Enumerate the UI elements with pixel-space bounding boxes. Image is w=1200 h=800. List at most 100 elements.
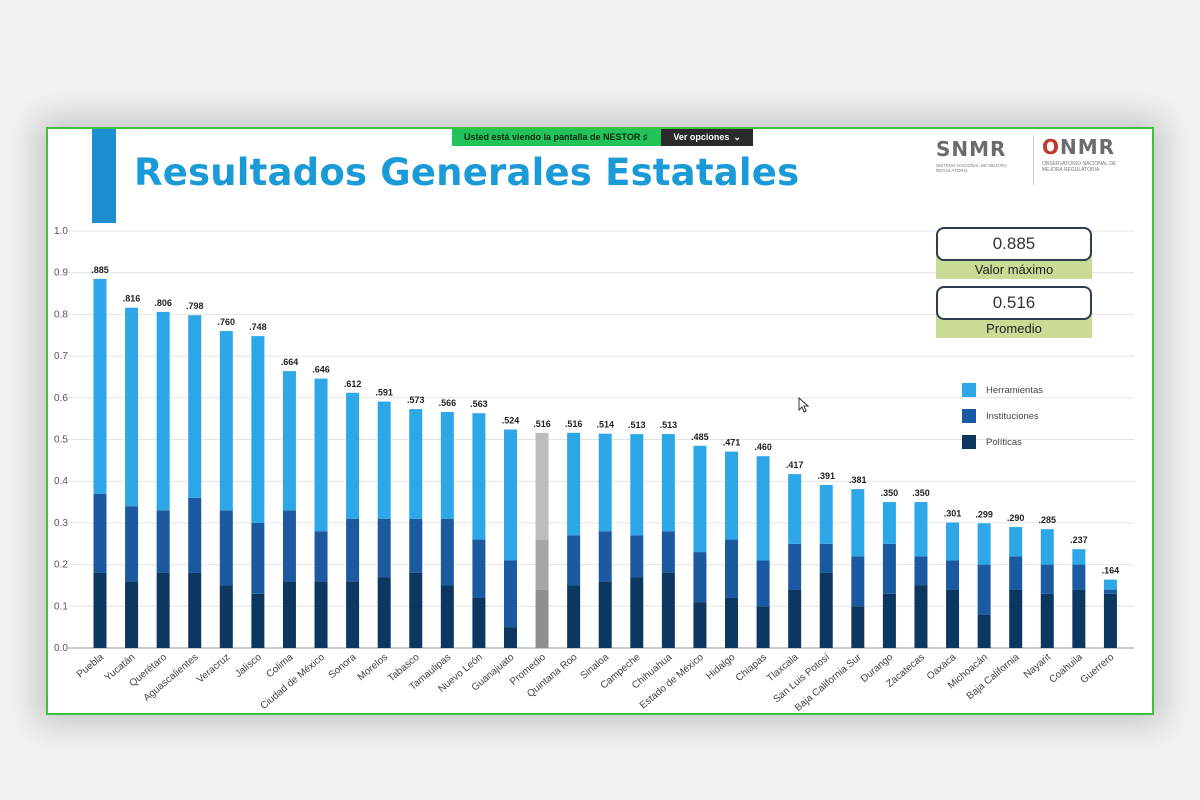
onmr-logo-subtitle: OBSERVATORIO NACIONAL DE MEJORA REGULATO…: [1042, 161, 1117, 173]
max-value: 0.885: [936, 227, 1092, 261]
presentation-slide: 0.0 0.1 0.2 0.3 0.4 0.5 0.6 0.7 0.8 0.9 1.0 .885 Pue…: [46, 127, 1154, 715]
y-tick-label: 0.4: [54, 476, 68, 487]
bar-segment-politicas: [1103, 593, 1117, 648]
screen-share-text: Usted está viendo la pantalla de NESTOR …: [452, 129, 662, 146]
bar-segment-politicas: [282, 581, 296, 648]
bar-segment-herramientas: [598, 433, 612, 532]
bar-segment-politicas: [693, 602, 707, 648]
view-options-button[interactable]: Ver opciones ⌄: [661, 129, 753, 146]
y-tick-label: 0.5: [54, 435, 68, 446]
average-card: 0.516 Promedio: [936, 286, 1092, 338]
view-options-label: Ver opciones: [673, 132, 730, 142]
bar-total-label: .460: [754, 442, 772, 452]
bar-segment-instituciones: [725, 539, 739, 598]
bar-segment-politicas: [1040, 593, 1054, 648]
bar-segment-instituciones: [598, 531, 612, 582]
x-tick-label: Coahuila: [1047, 652, 1085, 686]
title-accent-bar: [92, 129, 116, 223]
bar-segment-politicas: [630, 577, 644, 648]
bar-total-label: .566: [439, 398, 457, 408]
bar-segment-instituciones: [409, 518, 423, 573]
bar-segment-instituciones: [282, 510, 296, 582]
bar-segment-instituciones: [1103, 589, 1117, 594]
bar-total-label: .381: [849, 475, 867, 485]
bar-segment-herramientas: [440, 411, 454, 519]
bar-segment-politicas: [914, 585, 928, 648]
x-tick-label: Sonora: [327, 652, 359, 681]
bar-total-label: .350: [881, 488, 899, 498]
bar-segment-instituciones: [156, 510, 170, 573]
bar-segment-instituciones: [219, 510, 233, 586]
bar-segment-herramientas: [282, 371, 296, 511]
bar-segment-instituciones: [630, 535, 644, 578]
bar-segment-herramientas: [346, 392, 360, 519]
x-tick-label: Veracruz: [195, 652, 232, 686]
bar-total-label: .285: [1039, 515, 1057, 525]
bar-total-label: .816: [123, 294, 141, 304]
bar-segment-herramientas: [251, 336, 265, 523]
y-tick-label: 1.0: [54, 226, 68, 237]
bar-segment-politicas: [409, 572, 423, 648]
chevron-down-icon: ⌄: [733, 132, 741, 142]
x-tick-label: Aguascalientes: [142, 652, 201, 704]
bar-segment-herramientas: [377, 401, 391, 519]
bar-total-label: .806: [154, 298, 172, 308]
bar-segment-instituciones: [472, 539, 486, 598]
bar-total-label: .471: [723, 438, 741, 448]
bar-segment-instituciones: [977, 564, 991, 615]
x-tick-label: Guerrero: [1079, 652, 1117, 686]
snmr-logo-subtitle: SISTEMA NACIONAL DE MEJORA REGULATORIA: [936, 163, 1007, 173]
bar-segment-politicas: [125, 581, 139, 648]
bar-segment-herramientas: [472, 413, 486, 540]
bar-total-label: .760: [218, 317, 236, 327]
bar-segment-herramientas: [409, 409, 423, 519]
bar-total-label: .612: [344, 379, 362, 389]
bar-total-label: .299: [975, 509, 993, 519]
y-tick-label: 0.7: [54, 351, 68, 362]
bar-segment-politicas: [503, 627, 517, 648]
legend-swatch: [962, 435, 976, 449]
y-tick-label: 0.0: [54, 643, 68, 654]
bar-total-label: .563: [470, 399, 488, 409]
bar-segment-politicas: [788, 589, 802, 648]
legend-swatch: [962, 383, 976, 397]
bar-segment-politicas: [1009, 589, 1023, 648]
x-tick-label: Morelos: [356, 652, 390, 683]
bar-segment-instituciones: [567, 535, 581, 586]
bar-segment-politicas: [946, 589, 960, 648]
bar-total-label: .646: [312, 365, 330, 375]
bar-total-label: .237: [1070, 535, 1088, 545]
bar-segment-herramientas: [156, 311, 170, 511]
bar-segment-instituciones: [661, 531, 675, 573]
bar-total-label: .290: [1007, 513, 1025, 523]
bar-total-label: .350: [912, 488, 930, 498]
bar-segment-instituciones: [1009, 556, 1023, 590]
bar-total-label: .485: [691, 432, 709, 442]
bar-segment-instituciones: [946, 560, 960, 590]
y-tick-label: 0.1: [54, 601, 68, 612]
y-tick-label: 0.8: [54, 309, 68, 320]
bar-segment-herramientas: [914, 502, 928, 557]
bar-segment-politicas: [472, 597, 486, 648]
bar-segment-instituciones: [377, 518, 391, 578]
onmr-logo-name: NMR: [1060, 135, 1116, 159]
bar-segment-herramientas: [188, 315, 202, 498]
bar-segment-instituciones: [125, 506, 139, 582]
bar-segment-herramientas: [1040, 529, 1054, 565]
bar-total-label: .391: [817, 471, 835, 481]
bar-segment-politicas: [567, 585, 581, 648]
bar-segment-politicas: [535, 589, 549, 648]
bar-segment-instituciones: [756, 560, 770, 607]
bar-segment-politicas: [851, 606, 865, 648]
average-value: 0.516: [936, 286, 1092, 320]
bar-segment-instituciones: [93, 493, 107, 573]
bar-segment-instituciones: [693, 552, 707, 603]
bar-segment-politicas: [977, 614, 991, 648]
snmr-logo-name: SNMR: [936, 137, 1007, 161]
bar-segment-instituciones: [251, 522, 265, 594]
bar-segment-politicas: [882, 593, 896, 648]
bar-total-label: .748: [249, 322, 267, 332]
bar-segment-politicas: [314, 581, 328, 648]
page-title: Resultados Generales Estatales: [134, 151, 800, 194]
x-tick-label: Hidalgo: [704, 652, 737, 683]
